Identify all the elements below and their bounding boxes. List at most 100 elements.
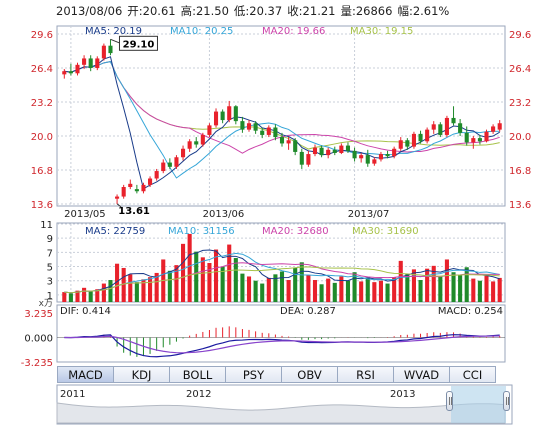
volume-bar [62,292,67,302]
volume-bar [101,283,106,302]
volume-bar [75,290,80,302]
candle-body [233,106,238,122]
candle-body [62,71,67,75]
price-tick-right: 23.2 [509,98,531,109]
volume-bar [352,272,357,302]
volume-tick: 7 [47,248,53,259]
candle-body [497,123,502,130]
candle-body [227,106,232,121]
volume-bar [141,279,146,302]
volume-bar [187,233,192,302]
volume-bar [491,281,496,302]
candle-body [68,71,73,74]
candle-body [75,64,80,74]
quote-date: 2013/08/06 [56,4,123,18]
dif-line [64,334,500,358]
candle-body [95,58,100,68]
volume-bar [306,275,311,302]
volume-bar [431,265,436,302]
candle-body [279,137,285,144]
volume-ma-label: MA30: 31690 [352,226,419,237]
max-price-label: 29.10 [123,39,155,50]
volume-bar [451,272,456,302]
candle-body [471,138,476,143]
candle-body [411,133,416,147]
volume-bar [405,273,410,302]
volume-bar [332,282,337,302]
dif-label: DIF: 0.414 [60,306,111,317]
candle-body [115,196,120,199]
volume-ma30-line [64,266,500,294]
candle-body [207,125,212,135]
macd-panel-frame [56,304,506,363]
candle-body [458,123,463,133]
price-tick-right: 13.6 [509,200,531,211]
min-pointer [116,203,122,208]
quote-header: 2013/08/06 开:20.61 高:21.50 低:20.37 收:21.21 量:… [56,3,454,19]
volume-bar [418,280,423,302]
volume-bar [115,263,120,302]
tab-obv[interactable]: OBV [281,366,337,383]
price-ma-label: MA5: 20.19 [85,26,142,37]
quote-change: 幅:2.61% [397,4,450,18]
candle-body [101,45,106,59]
candle-body [438,124,443,135]
volume-bar [108,280,113,302]
overview-left-handle[interactable] [446,391,453,411]
volume-bar [392,277,397,302]
dea-label: DEA: 0.287 [280,306,336,317]
volume-bar [180,243,186,302]
volume-bar [148,277,153,302]
candle-body [312,147,318,155]
volume-bar [134,282,139,302]
candle-body [148,178,153,185]
price-ma-label: MA30: 19.15 [350,26,413,37]
price-tick-left: 23.2 [31,98,53,109]
volume-bar [293,267,298,302]
tab-boll[interactable]: BOLL [169,366,225,383]
overview-area [56,402,506,424]
candle-body [187,141,192,149]
volume-bar [299,262,304,302]
max-box [118,35,158,51]
volume-bar [253,280,258,302]
candle-body [220,111,225,121]
tab-macd[interactable]: MACD [57,366,113,383]
volume-bar [260,283,265,302]
volume-bar [95,289,100,302]
candle-body [240,121,245,130]
dea-line [64,335,500,354]
macd-tick: 3.235 [24,309,53,320]
candle-body [128,183,133,187]
tab-psy[interactable]: PSY [225,366,281,383]
macd-tick: -3.235 [21,358,53,369]
tab-kdj[interactable]: KDJ [113,366,169,383]
tab-wvad[interactable]: WVAD [393,366,449,383]
candle-body [392,148,397,157]
price-tick-left: 16.8 [31,166,53,177]
candle-body [260,130,265,135]
candle-body [477,138,482,142]
volume-tick: 9 [47,234,53,245]
overview-right-handle[interactable] [503,391,510,411]
tab-rsi[interactable]: RSI [337,366,393,383]
candle-body [266,127,271,135]
volume-tick: 5 [47,263,53,274]
candle-body [174,157,179,167]
volume-bar [82,287,87,302]
month-label: 2013/05 [64,209,106,220]
price-tick-right: 20.0 [509,132,531,143]
volume-bar [477,280,482,302]
volume-bar [207,263,212,302]
candle-body [332,149,337,153]
price-tick-left: 20.0 [31,132,53,143]
volume-bar [458,275,463,302]
volume-bar [345,280,351,302]
volume-bar [497,277,502,302]
tab-cci[interactable]: CCI [449,366,496,383]
volume-bar [128,274,133,302]
macd-tick: 0.000 [24,334,53,345]
quote-low: 低:20.37 [233,4,283,18]
candle-body [385,154,390,157]
